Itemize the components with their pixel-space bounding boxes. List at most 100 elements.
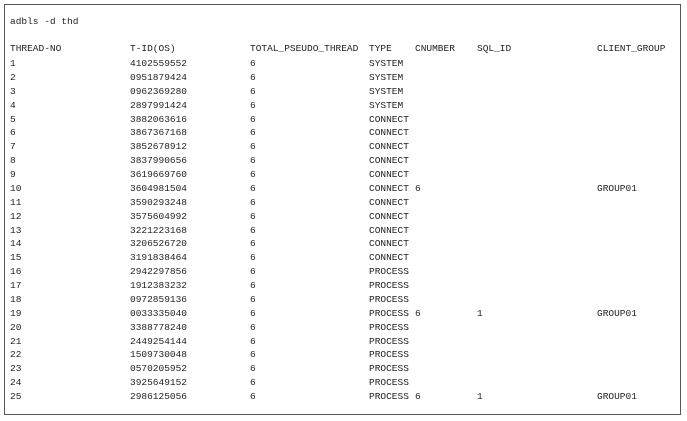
cell: 3837990656 <box>130 155 188 167</box>
cell: 1912383232 <box>130 280 188 291</box>
cell: 6 <box>250 349 256 361</box>
column-header: TYPE <box>369 43 392 54</box>
cell: 1509730048 <box>130 349 188 361</box>
cell: 3221223168 <box>130 224 188 236</box>
cell: 9 <box>10 169 16 180</box>
cell: CONNECT <box>369 196 409 208</box>
cell: 6 <box>250 321 256 333</box>
cell: PROCESS <box>369 266 409 278</box>
cell: 6 <box>10 127 16 139</box>
cell: 6 <box>250 266 256 278</box>
command: adbls -d thd <box>10 16 79 27</box>
cell: 7 <box>10 141 16 153</box>
column-header: TOTAL_PSEUDO_THREAD <box>250 43 359 54</box>
cell: 6 <box>250 196 256 208</box>
cell: 3191838464 <box>130 252 188 264</box>
cell: 6 <box>250 85 256 97</box>
cell: 6 <box>415 391 421 402</box>
cell: 3388778240 <box>130 321 188 333</box>
cell: 1 <box>477 391 483 402</box>
cell: 5 <box>10 113 16 125</box>
cell: 6 <box>250 307 256 319</box>
cell: 22 <box>10 349 22 361</box>
cell: 4102559552 <box>130 58 188 69</box>
cell: SYSTEM <box>369 85 404 97</box>
cell: 6 <box>250 377 256 389</box>
cell: 1 <box>10 58 16 69</box>
cell: GROUP01 <box>597 182 637 194</box>
cell: CONNECT <box>369 182 409 194</box>
cell: PROCESS <box>369 321 409 333</box>
cell: 6 <box>250 293 256 305</box>
cell: 6 <box>250 169 256 180</box>
cell: 6 <box>250 182 256 194</box>
cell: 2897991424 <box>130 99 188 111</box>
cell: PROCESS <box>369 363 409 375</box>
cell: 19 <box>10 307 22 319</box>
cell: 15 <box>10 252 22 264</box>
cell: 0570205952 <box>130 363 188 375</box>
cell: 17 <box>10 280 22 291</box>
cell: SYSTEM <box>369 99 404 111</box>
column-header: CLIENT_GROUP <box>597 43 666 54</box>
column-header: SQL_ID <box>477 43 512 54</box>
cell: 0962369280 <box>130 85 188 97</box>
cell: 0033335040 <box>130 307 188 319</box>
cell: 6 <box>250 335 256 347</box>
cell: 25 <box>10 391 22 402</box>
cell: 20 <box>10 321 22 333</box>
cell: 4 <box>10 99 16 111</box>
cell: 6 <box>250 127 256 139</box>
cell: 0972859136 <box>130 293 188 305</box>
cell: CONNECT <box>369 155 409 167</box>
cell: 6 <box>250 238 256 250</box>
cell: 6 <box>250 224 256 236</box>
cell: GROUP01 <box>597 307 637 319</box>
cell: 2942297856 <box>130 266 188 278</box>
cell: PROCESS <box>369 307 409 319</box>
cell: 2 <box>10 71 16 83</box>
cell: CONNECT <box>369 141 409 153</box>
cell: PROCESS <box>369 335 409 347</box>
cell: SYSTEM <box>369 71 404 83</box>
cell: CONNECT <box>369 169 409 180</box>
column-header: T-ID(OS) <box>130 43 176 54</box>
cell: 13 <box>10 224 22 236</box>
cell: 3867367168 <box>130 127 188 139</box>
cell: SYSTEM <box>369 58 404 69</box>
cell: 3882063616 <box>130 113 188 125</box>
cell: PROCESS <box>369 391 409 402</box>
cell: CONNECT <box>369 210 409 222</box>
cell: 12 <box>10 210 22 222</box>
cell: CONNECT <box>369 252 409 264</box>
cell: GROUP01 <box>597 391 637 402</box>
cell: 2986125056 <box>130 391 188 402</box>
cell: PROCESS <box>369 349 409 361</box>
cell: 0951879424 <box>130 71 188 83</box>
cell: 23 <box>10 363 22 375</box>
cell: 2449254144 <box>130 335 188 347</box>
cell: 21 <box>10 335 22 347</box>
cell: 6 <box>250 391 256 402</box>
frame <box>4 4 681 415</box>
cell: 6 <box>415 182 421 194</box>
cell: 3590293248 <box>130 196 188 208</box>
cell: 3206526720 <box>130 238 188 250</box>
cell: PROCESS <box>369 280 409 291</box>
cell: 6 <box>250 210 256 222</box>
cell: 6 <box>250 141 256 153</box>
cell: 6 <box>250 363 256 375</box>
cell: 10 <box>10 182 22 194</box>
cell: 6 <box>250 71 256 83</box>
cell: 14 <box>10 238 22 250</box>
cell: PROCESS <box>369 293 409 305</box>
cell: 6 <box>250 252 256 264</box>
cell: 3604981504 <box>130 182 188 194</box>
cell: 3575604992 <box>130 210 188 222</box>
cell: 8 <box>10 155 16 167</box>
cell: CONNECT <box>369 224 409 236</box>
cell: 24 <box>10 377 22 389</box>
cell: 3619669760 <box>130 169 188 180</box>
cell: 3852678912 <box>130 141 188 153</box>
